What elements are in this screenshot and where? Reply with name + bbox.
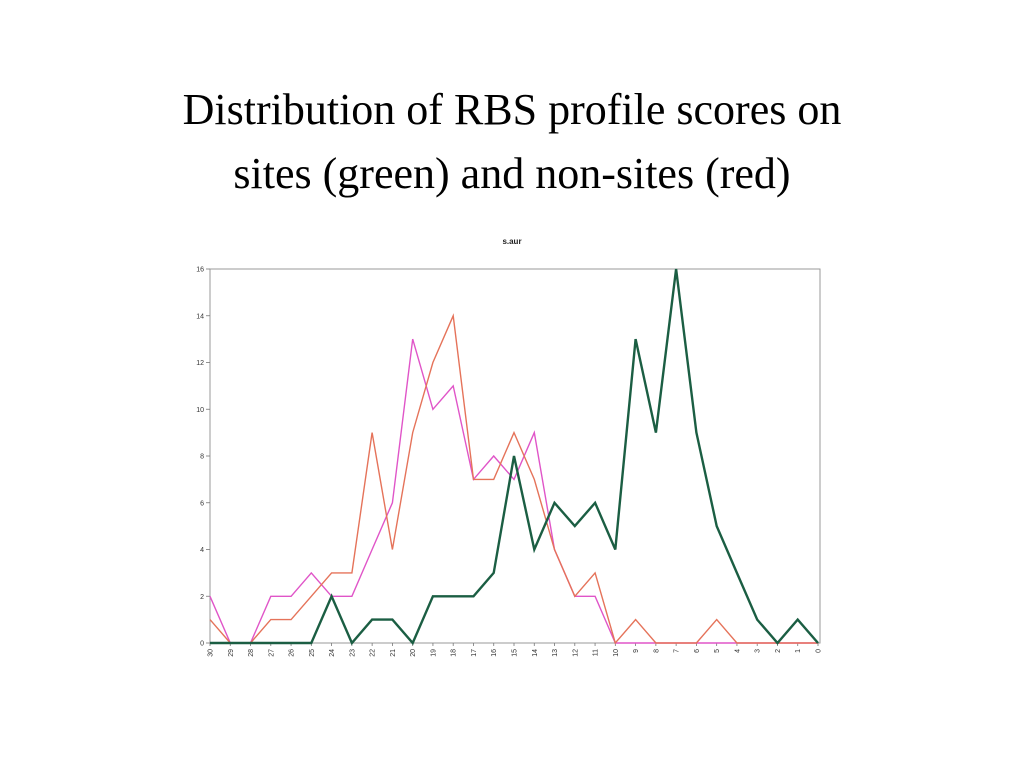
y-tick-label: 8 bbox=[200, 454, 204, 461]
x-tick-label: 26 bbox=[289, 649, 296, 657]
slide-title-line-1: Distribution of RBS profile scores on bbox=[182, 85, 842, 134]
x-tick-label: 16 bbox=[491, 649, 498, 657]
x-tick-label: 30 bbox=[208, 649, 215, 657]
x-tick-label: 12 bbox=[572, 649, 579, 657]
series-line-1 bbox=[209, 313, 818, 645]
y-axis: 0 2 4 6 8 10 12 14 16 bbox=[196, 267, 210, 648]
y-tick-label: 2 bbox=[200, 594, 204, 601]
x-tick-label: 3 bbox=[755, 649, 762, 653]
x-tick-label: 22 bbox=[370, 649, 377, 657]
x-tick-label: 2 bbox=[775, 649, 782, 653]
x-tick-label: 0 bbox=[816, 649, 823, 653]
x-tick-label: 29 bbox=[228, 649, 235, 657]
series-line-0 bbox=[210, 268, 819, 646]
series-layer bbox=[209, 268, 819, 646]
slide-title-line-2: sites (green) and non-sites (red) bbox=[233, 149, 791, 198]
x-tick-label: 27 bbox=[268, 649, 275, 657]
x-tick-label: 28 bbox=[248, 649, 255, 657]
x-tick-label: 10 bbox=[613, 649, 620, 657]
x-tick-label: 8 bbox=[653, 649, 660, 653]
x-tick-label: 11 bbox=[593, 649, 600, 656]
x-tick-label: 9 bbox=[633, 649, 640, 653]
x-tick-label: 4 bbox=[734, 649, 741, 653]
y-tick-label: 10 bbox=[196, 407, 204, 414]
x-tick-label: 20 bbox=[410, 649, 417, 657]
x-axis: 30 29 28 27 26 25 24 23 22 21 20 19 18 17 16 15 14 13 12 11… bbox=[208, 643, 823, 657]
x-tick-label: 1 bbox=[795, 649, 802, 653]
chart-title: s.aur bbox=[502, 237, 521, 246]
y-tick-label: 4 bbox=[200, 547, 204, 554]
series-line-2 bbox=[209, 338, 818, 644]
x-tick-label: 19 bbox=[430, 649, 437, 657]
x-tick-label: 21 bbox=[390, 649, 397, 657]
x-tick-label: 15 bbox=[512, 649, 519, 657]
slide-title: Distribution of RBS profile scores on si… bbox=[40, 78, 984, 206]
y-tick-label: 12 bbox=[196, 360, 204, 367]
y-tick-label: 0 bbox=[200, 641, 204, 648]
x-tick-label: 13 bbox=[552, 649, 559, 657]
x-tick-label: 25 bbox=[309, 649, 316, 657]
x-tick-label: 24 bbox=[329, 649, 336, 657]
y-tick-label: 16 bbox=[196, 267, 204, 274]
x-tick-label: 17 bbox=[471, 649, 478, 657]
x-tick-label: 14 bbox=[532, 649, 539, 657]
y-tick-label: 6 bbox=[200, 500, 204, 507]
y-tick-label: 14 bbox=[196, 313, 204, 320]
x-tick-label: 23 bbox=[349, 649, 356, 657]
x-tick-label: 7 bbox=[674, 649, 681, 653]
x-tick-label: 5 bbox=[714, 649, 721, 653]
x-tick-label: 18 bbox=[451, 649, 458, 657]
x-tick-label: 6 bbox=[694, 649, 701, 653]
